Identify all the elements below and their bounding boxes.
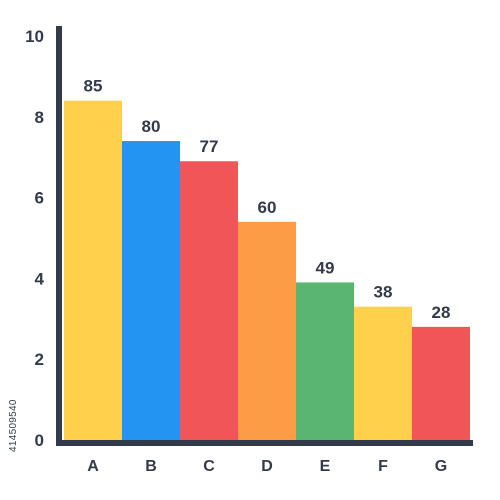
bar-a xyxy=(64,100,122,440)
y-tick-label-2: 2 xyxy=(35,350,44,369)
y-axis-line xyxy=(56,26,62,446)
stock-id-watermark: 414509540 xyxy=(8,399,19,452)
x-tick-label-c: C xyxy=(203,458,215,475)
data-label-b: 80 xyxy=(142,117,161,136)
bar-f xyxy=(354,306,412,440)
data-label-c: 77 xyxy=(200,137,219,156)
y-tick-label-10: 10 xyxy=(25,27,44,46)
x-tick-label-g: G xyxy=(435,458,447,475)
x-tick-label-e: E xyxy=(320,458,331,475)
y-tick-label-8: 8 xyxy=(35,108,44,127)
data-label-e: 49 xyxy=(316,258,335,277)
bar-b xyxy=(122,141,180,441)
bar-g xyxy=(412,326,470,440)
bar-e xyxy=(296,282,354,440)
x-tick-label-f: F xyxy=(378,458,388,475)
x-tick-label-d: D xyxy=(261,458,273,475)
labels: 85 A 80 B 77 C 60 D 49 E 38 F 28 G 0 2 4 6 8 10 xyxy=(25,27,450,475)
data-label-g: 28 xyxy=(432,303,451,322)
y-tick-label-4: 4 xyxy=(35,269,45,288)
y-tick-label-0: 0 xyxy=(35,431,44,450)
bars xyxy=(64,100,470,441)
bar-d xyxy=(238,221,296,440)
x-axis-line xyxy=(56,440,473,446)
y-tick-label-6: 6 xyxy=(35,189,44,208)
data-label-f: 38 xyxy=(374,283,393,302)
bar-c xyxy=(180,161,238,441)
x-tick-label-a: A xyxy=(87,458,99,475)
axes xyxy=(56,26,473,446)
data-label-a: 85 xyxy=(84,77,103,96)
x-tick-label-b: B xyxy=(145,458,157,475)
data-label-d: 60 xyxy=(258,198,277,217)
